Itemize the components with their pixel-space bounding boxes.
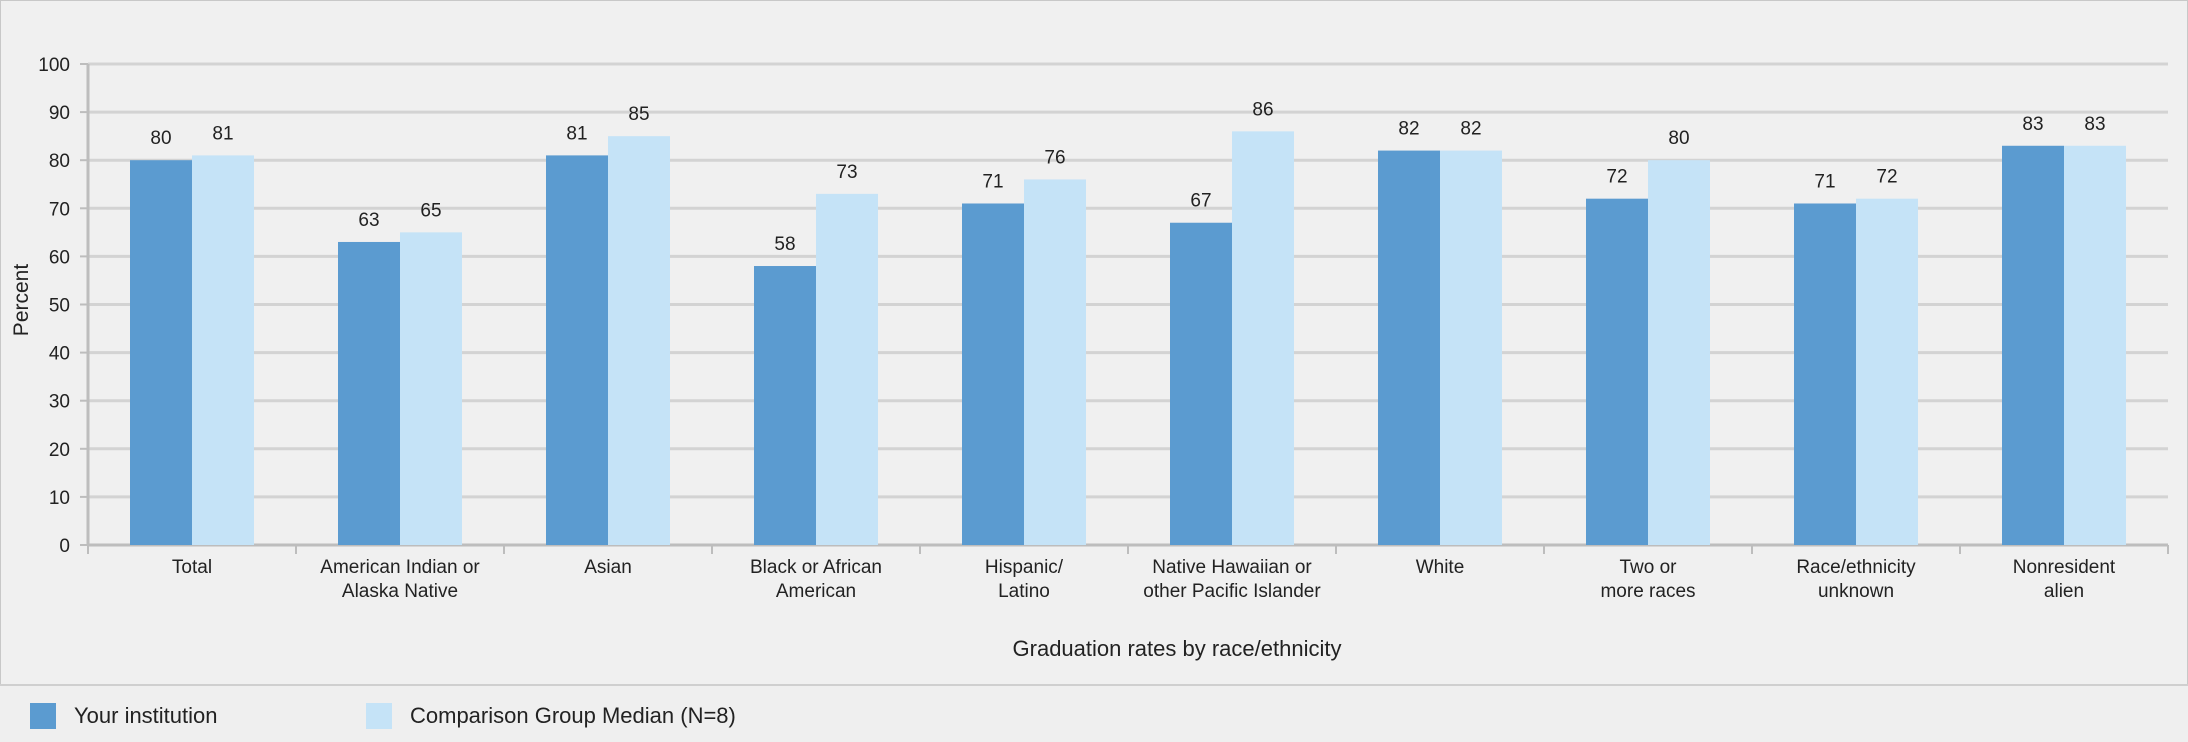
category-label: American Indian or Alaska Native xyxy=(320,557,480,602)
bar-comparison-1 xyxy=(400,232,462,545)
legend-item-comparison-group: Comparison Group Median (N=8) xyxy=(366,702,736,730)
bar-comparison-6 xyxy=(1440,150,1502,545)
data-label: 85 xyxy=(628,104,649,125)
y-tick-label: 50 xyxy=(49,296,70,317)
bar-comparison-7 xyxy=(1648,160,1710,545)
category-label: Asian xyxy=(584,557,632,578)
y-tick-label: 20 xyxy=(49,440,70,461)
bar-your-institution-1 xyxy=(338,241,400,545)
data-label: 72 xyxy=(1606,167,1627,188)
bar-your-institution-0 xyxy=(130,160,192,545)
bar-comparison-3 xyxy=(816,193,878,545)
category-label: Total xyxy=(172,557,212,578)
data-label: 81 xyxy=(212,123,233,144)
data-label: 73 xyxy=(836,162,857,183)
category-labels: Total American Indian or Alaska Native Asia… xyxy=(172,557,2116,602)
data-label: 86 xyxy=(1252,99,1273,120)
legend-swatch-comparison-group xyxy=(366,703,392,729)
bar-your-institution-4 xyxy=(962,203,1024,546)
data-label: 76 xyxy=(1044,147,1065,168)
bar-your-institution-9 xyxy=(2002,145,2064,545)
category-label: White xyxy=(1416,557,1465,578)
bars xyxy=(130,131,2126,546)
data-label: 83 xyxy=(2022,114,2043,135)
legend-label-your-institution: Your institution xyxy=(74,703,218,728)
y-tick-label: 60 xyxy=(49,247,70,268)
bar-your-institution-7 xyxy=(1586,198,1648,545)
data-label: 71 xyxy=(1814,171,1835,192)
data-label: 80 xyxy=(1668,128,1689,149)
bar-comparison-9 xyxy=(2064,145,2126,545)
y-tick-label: 10 xyxy=(49,488,70,509)
category-label: Native Hawaiian or other Pacific Islander xyxy=(1143,557,1321,602)
category-label: Race/ethnicity unknown xyxy=(1796,557,1916,602)
legend-label-comparison-group: Comparison Group Median (N=8) xyxy=(410,703,736,728)
category-label: Two or more races xyxy=(1600,557,1695,602)
data-label: 81 xyxy=(566,123,587,144)
data-label: 58 xyxy=(774,234,795,255)
data-label: 83 xyxy=(2084,114,2105,135)
category-label: Black or African American xyxy=(750,557,882,602)
bar-your-institution-2 xyxy=(546,155,608,545)
y-tick-label: 0 xyxy=(59,536,70,557)
data-label: 65 xyxy=(420,200,441,221)
data-label: 82 xyxy=(1460,119,1481,140)
data-label: 71 xyxy=(982,171,1003,192)
bar-comparison-8 xyxy=(1856,198,1918,545)
y-axis-label: Percent xyxy=(10,264,33,337)
bar-your-institution-8 xyxy=(1794,203,1856,546)
y-tick-label: 30 xyxy=(49,392,70,413)
data-label: 72 xyxy=(1876,167,1897,188)
bar-chart: 0 10 20 30 40 50 60 70 80 90 100 80 81 63 65 81 85 58 73 7… xyxy=(10,55,2169,661)
legend: Your institution Comparison Group Median… xyxy=(0,684,2188,742)
y-tick-label: 90 xyxy=(49,103,70,124)
bar-your-institution-5 xyxy=(1170,222,1232,546)
y-tick-label: 80 xyxy=(49,151,70,172)
category-label: Hispanic/Latino xyxy=(985,557,1064,602)
bar-comparison-4 xyxy=(1024,179,1086,545)
y-tick-label: 70 xyxy=(49,199,70,220)
x-axis-label: Graduation rates by race/ethnicity xyxy=(1013,636,1342,661)
data-label: 82 xyxy=(1398,119,1419,140)
legend-item-your-institution: Your institution xyxy=(30,702,218,730)
y-tick-label: 40 xyxy=(49,344,70,365)
bar-comparison-2 xyxy=(608,136,670,545)
data-labels: 80 81 63 65 81 85 58 73 71 76 67 86 82 82 72 80 71 72 83 83 xyxy=(150,99,2105,255)
data-label: 80 xyxy=(150,128,171,149)
bar-your-institution-6 xyxy=(1378,150,1440,545)
category-label: Nonresident alien xyxy=(2013,557,2116,602)
bar-comparison-0 xyxy=(192,155,254,545)
bar-your-institution-3 xyxy=(754,266,816,545)
bar-comparison-5 xyxy=(1232,131,1294,545)
data-label: 63 xyxy=(358,210,379,231)
legend-swatch-your-institution xyxy=(30,703,56,729)
data-label: 67 xyxy=(1190,191,1211,212)
y-tick-label: 100 xyxy=(38,55,70,76)
